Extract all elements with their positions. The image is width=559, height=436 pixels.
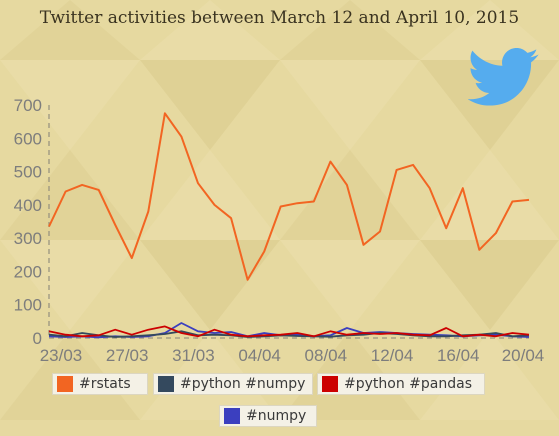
chart-title: Twitter activities between March 12 and … (39, 8, 520, 28)
x-tick-label: 08/04 (305, 346, 348, 365)
legend-label: #rstats (79, 376, 131, 392)
x-tick-label: 12/04 (371, 346, 414, 365)
legend-swatch-python-numpy (158, 376, 174, 392)
y-tick-label: 400 (14, 196, 42, 215)
legend-label: #numpy (246, 408, 307, 424)
y-tick-label: 500 (14, 163, 42, 182)
y-tick-label: 700 (14, 96, 42, 115)
legend-item-rstats[interactable]: #rstats (52, 373, 148, 395)
y-tick-label: 200 (14, 262, 42, 281)
x-tick-label: 04/04 (238, 346, 281, 365)
legend-label: #python #pandas (344, 376, 472, 392)
x-tick-label: 27/03 (106, 346, 149, 365)
series-line-python-pandas (48, 325, 530, 338)
legend-item-numpy[interactable]: #numpy (219, 405, 317, 427)
y-tick-label: 100 (14, 296, 42, 315)
series-line-python-numpy (48, 330, 530, 338)
y-tick-label: 600 (14, 129, 42, 148)
legend-swatch-python-pandas (322, 376, 338, 392)
legend-item-python-numpy[interactable]: #python #numpy (153, 373, 313, 395)
twitter-bird-icon (468, 48, 539, 106)
x-tick-label: 23/03 (40, 346, 83, 365)
legend-swatch-numpy (224, 408, 240, 424)
legend-label: #python #numpy (180, 376, 306, 392)
x-tick-label: 31/03 (172, 346, 215, 365)
series-line-rstats (48, 112, 530, 281)
x-tick-label: 16/04 (437, 346, 480, 365)
legend-item-python-pandas[interactable]: #python #pandas (317, 373, 485, 395)
x-tick-label: 20/04 (502, 346, 545, 365)
y-tick-label: 300 (14, 229, 42, 248)
y-tick-label: 0 (33, 329, 42, 348)
legend-swatch-rstats (57, 376, 73, 392)
